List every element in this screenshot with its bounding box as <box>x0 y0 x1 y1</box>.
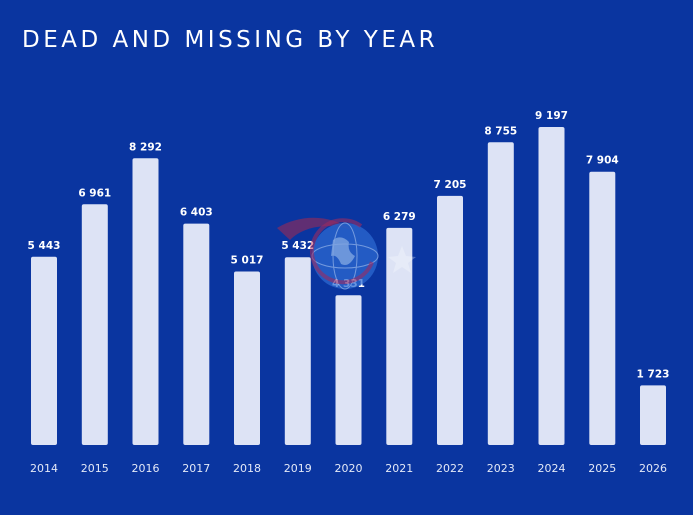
bar-2021 <box>386 227 413 445</box>
value-label-2021: 6 279 <box>383 211 416 223</box>
bar-2018 <box>234 271 260 445</box>
value-label-2024: 9 197 <box>535 110 568 122</box>
globe-logo-icon <box>277 217 416 290</box>
value-label-2018: 5 017 <box>231 255 264 267</box>
bar-2022 <box>437 195 463 445</box>
value-label-2025: 7 904 <box>586 155 619 167</box>
bar-2016 <box>132 158 159 446</box>
category-label-2024: 2024 <box>538 462 566 475</box>
value-label-2016: 8 292 <box>129 141 162 153</box>
bar-2024 <box>538 127 565 445</box>
bar-2014 <box>31 256 57 445</box>
value-label-2014: 5 443 <box>28 240 61 252</box>
category-label-2018: 2018 <box>233 462 261 475</box>
category-label-2022: 2022 <box>436 462 464 475</box>
category-label-2016: 2016 <box>132 462 160 475</box>
value-label-2022: 7 205 <box>434 179 467 191</box>
bar-2026 <box>640 385 666 445</box>
category-label-2014: 2014 <box>30 462 58 475</box>
value-label-2019: 5 432 <box>281 240 314 252</box>
category-label-2017: 2017 <box>182 462 210 475</box>
category-label-2025: 2025 <box>588 462 616 475</box>
category-label-2020: 2020 <box>335 462 363 475</box>
bar-2025 <box>589 171 616 445</box>
category-label-2015: 2015 <box>81 462 109 475</box>
bar-2015 <box>81 204 108 445</box>
value-label-2026: 1 723 <box>637 368 670 380</box>
bar-2019 <box>284 257 311 445</box>
bar-2017 <box>183 223 210 445</box>
value-label-2017: 6 403 <box>180 207 213 219</box>
category-label-2019: 2019 <box>284 462 312 475</box>
bar-2020 <box>335 295 362 445</box>
bar-2023 <box>487 142 514 446</box>
value-label-2015: 6 961 <box>78 187 111 199</box>
category-label-2026: 2026 <box>639 462 667 475</box>
chart-title: DEAD AND MISSING BY YEAR <box>22 27 439 53</box>
bars-group: 5 443 2014 6 961 2015 8 292 2016 6 403 2017 5 01… <box>28 110 670 475</box>
value-label-2023: 8 755 <box>484 125 517 137</box>
category-label-2023: 2023 <box>487 462 515 475</box>
category-label-2021: 2021 <box>385 462 413 475</box>
